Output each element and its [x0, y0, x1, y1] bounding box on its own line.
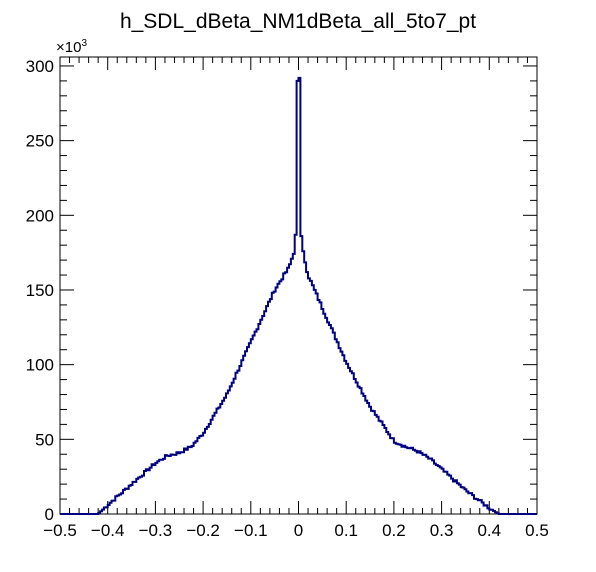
y-multiplier-label: ×103	[56, 38, 87, 56]
y-tick-label: 100	[26, 356, 54, 375]
y-tick-label: 250	[26, 132, 54, 151]
x-tick-label: −0.3	[139, 521, 173, 540]
x-tick-label: −0.5	[43, 521, 77, 540]
x-tick-label: 0.5	[525, 521, 549, 540]
x-tick-label: 0.1	[334, 521, 358, 540]
x-tick-label: 0	[294, 521, 303, 540]
y-tick-label: 200	[26, 206, 54, 225]
y-multiplier-base: ×10	[56, 39, 81, 56]
x-tick-label: 0.2	[382, 521, 406, 540]
y-tick-labels: 0 50 100 150 200 250 300	[26, 57, 54, 524]
x-tick-label: 0.4	[477, 521, 501, 540]
plot-frame	[59, 56, 538, 515]
chart-title: h_SDL_dBeta_NM1dBeta_all_5to7_pt	[120, 10, 476, 33]
y-tick-label: 150	[26, 281, 54, 300]
y-multiplier-exponent: 3	[81, 38, 87, 49]
series-line	[60, 76, 537, 515]
y-tick-label: 300	[26, 57, 54, 76]
x-tick-labels: −0.5 −0.4 −0.3 −0.2 −0.1 0 0.1 0.2 0.3 0.4 0.5	[43, 521, 549, 540]
x-tick-label: −0.2	[186, 521, 220, 540]
axis-ticks	[59, 57, 538, 515]
y-tick-label: 50	[35, 430, 54, 449]
x-tick-label: 0.3	[430, 521, 454, 540]
x-tick-label: −0.1	[234, 521, 268, 540]
y-tick-label: 0	[45, 505, 54, 524]
x-tick-label: −0.4	[91, 521, 125, 540]
